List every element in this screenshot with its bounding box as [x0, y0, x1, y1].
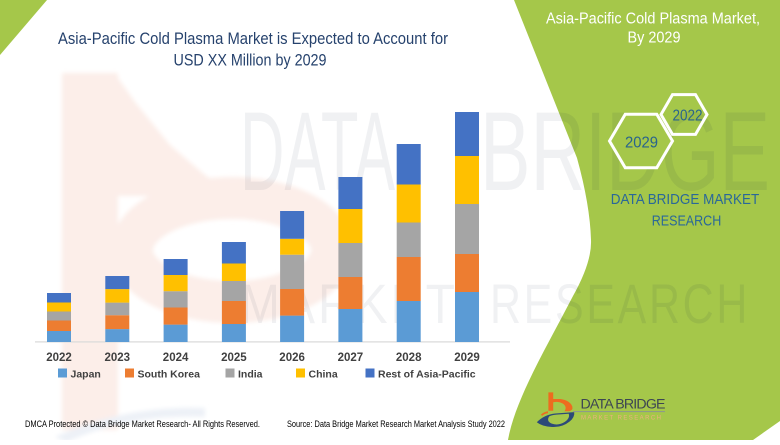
svg-text:MARKET RESEARCH: MARKET RESEARCH [581, 415, 661, 421]
svg-text:Asia-Pacific Cold Plasma Marke: Asia-Pacific Cold Plasma Market is Expec… [58, 30, 448, 48]
svg-text:2024: 2024 [163, 352, 189, 364]
svg-text:DATA BRIDGE: DATA BRIDGE [581, 396, 666, 412]
svg-text:2025: 2025 [221, 352, 247, 364]
svg-text:2026: 2026 [279, 352, 305, 364]
svg-text:2023: 2023 [105, 352, 131, 364]
svg-text:By 2029: By 2029 [628, 30, 681, 47]
svg-text:2027: 2027 [338, 352, 364, 364]
svg-text:South Korea: South Korea [138, 369, 201, 381]
svg-text:DATA BRIDGE MARKET: DATA BRIDGE MARKET [611, 192, 760, 208]
svg-text:India: India [238, 369, 263, 381]
svg-text:2029: 2029 [454, 352, 480, 364]
svg-text:Japan: Japan [71, 369, 101, 381]
svg-text:2022: 2022 [46, 352, 72, 364]
svg-text:DATA: DATA [240, 89, 395, 214]
svg-text:2029: 2029 [625, 135, 658, 152]
svg-text:USD XX Million by 2029: USD XX Million by 2029 [174, 52, 327, 70]
svg-text:DMCA Protected © Data Bridge M: DMCA Protected © Data Bridge Market Rese… [25, 419, 260, 430]
svg-text:Source: Data Bridge Market Res: Source: Data Bridge Market Research Mark… [287, 419, 505, 430]
svg-text:RESEARCH: RESEARCH [652, 214, 722, 230]
svg-text:China: China [309, 369, 338, 381]
svg-text:2028: 2028 [396, 352, 422, 364]
svg-text:Asia-Pacific Cold Plasma Marke: Asia-Pacific Cold Plasma Market, [546, 11, 760, 28]
svg-text:Rest of Asia-Pacific: Rest of Asia-Pacific [378, 369, 476, 381]
svg-text:2022: 2022 [673, 108, 703, 125]
